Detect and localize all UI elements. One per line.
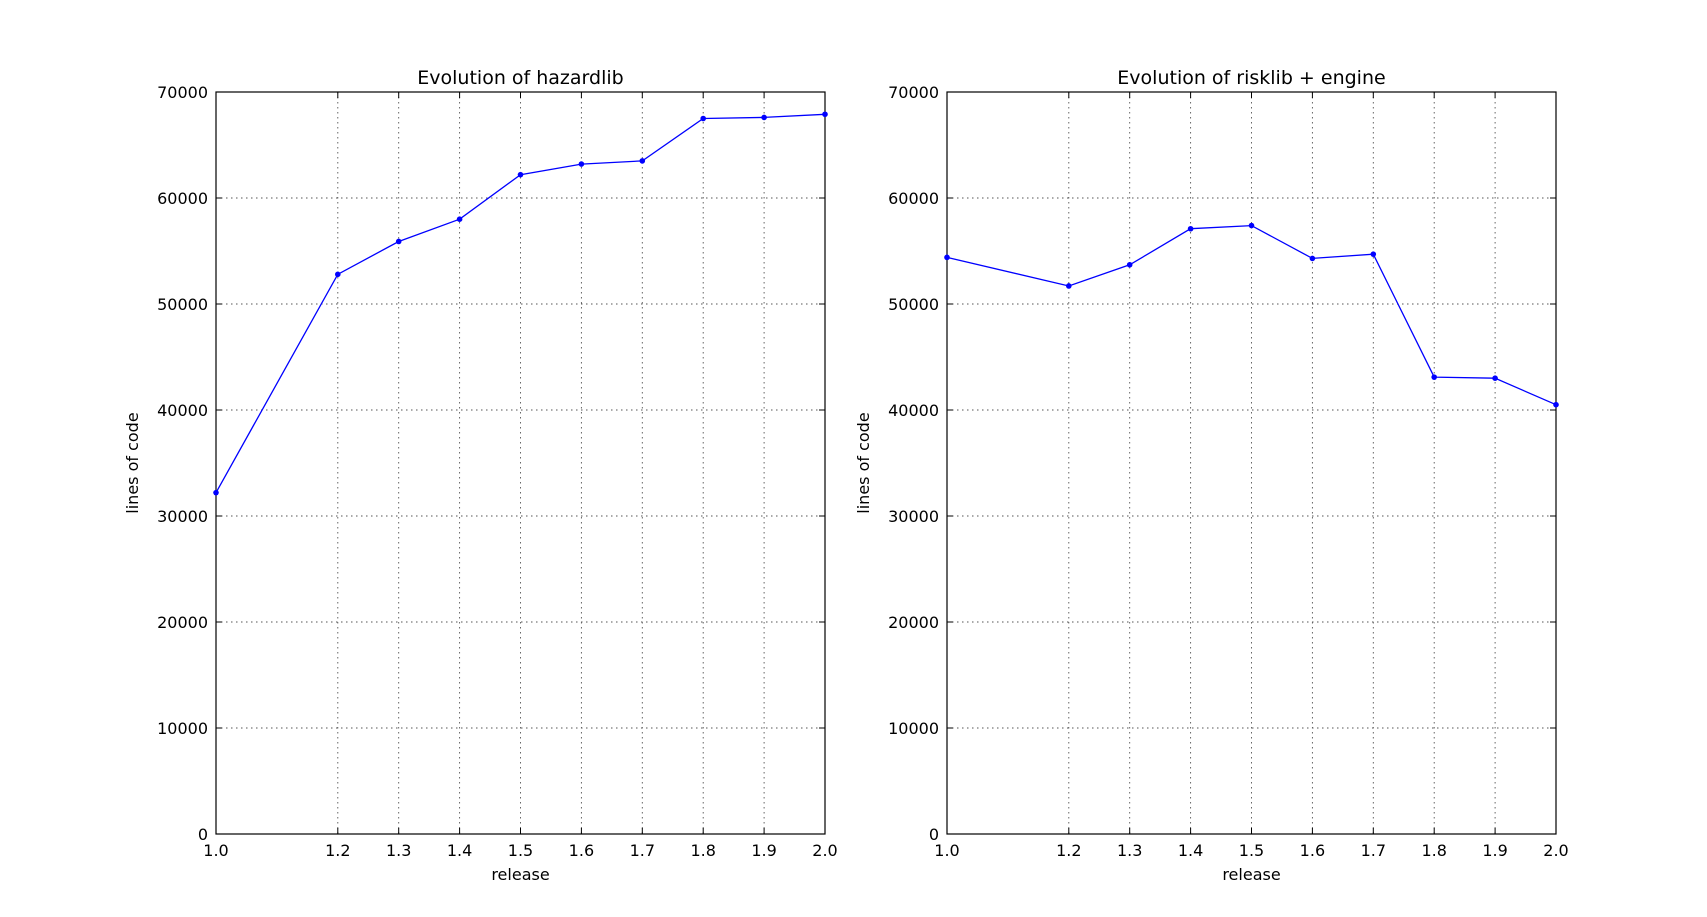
y-tick-label: 70000 — [888, 83, 939, 102]
series-line — [215, 113, 826, 494]
data-point — [395, 238, 402, 245]
x-tick-label: 1.9 — [751, 841, 776, 860]
panel-risklib-engine: Evolution of risklib + engine release li… — [854, 67, 1569, 884]
y-tick-label: 40000 — [888, 401, 939, 420]
data-point — [213, 489, 219, 496]
y-tick-label: 50000 — [157, 295, 208, 314]
y-axis-label: lines of code — [123, 412, 142, 513]
data-point — [1492, 375, 1498, 382]
y-tick-label: 70000 — [157, 83, 208, 102]
x-tick-label: 1.9 — [1482, 841, 1507, 860]
data-point — [944, 254, 950, 261]
grid-lines — [216, 92, 825, 834]
data-point — [761, 114, 767, 121]
x-axis-label: release — [491, 865, 549, 884]
y-tick-label: 0 — [198, 825, 208, 844]
x-tick-label: 2.0 — [1543, 841, 1568, 860]
x-tick-label: 2.0 — [812, 841, 837, 860]
x-tick-label: 1.7 — [630, 841, 655, 860]
x-tick-label: 1.0 — [934, 841, 959, 860]
data-point — [335, 271, 341, 278]
y-tick-label: 20000 — [888, 613, 939, 632]
data-point — [639, 158, 646, 164]
y-tick-label: 30000 — [157, 507, 208, 526]
y-tick-label: 10000 — [888, 719, 939, 738]
x-tick-label: 1.3 — [1117, 841, 1142, 860]
y-tick-label: 60000 — [888, 189, 939, 208]
x-tick-label: 1.4 — [447, 841, 472, 860]
x-tick-label: 1.2 — [1056, 841, 1081, 860]
data-point — [1248, 222, 1255, 229]
chart-title: Evolution of hazardlib — [417, 67, 623, 89]
data-point — [1187, 225, 1194, 232]
plot-frame — [946, 91, 1557, 835]
x-tick-label: 1.6 — [569, 841, 594, 860]
x-tick-label: 1.0 — [203, 841, 228, 860]
data-point — [1309, 255, 1316, 262]
x-tick-label: 1.4 — [1178, 841, 1203, 860]
series-line — [946, 224, 1557, 406]
data-point — [578, 161, 585, 167]
data-point — [822, 111, 828, 118]
y-axis-label: lines of code — [854, 412, 873, 513]
y-tick-label: 20000 — [157, 613, 208, 632]
plot-frame — [215, 91, 826, 835]
x-tick-label: 1.3 — [386, 841, 411, 860]
data-point — [1370, 251, 1377, 257]
y-tick-label: 40000 — [157, 401, 208, 420]
data-point — [1126, 261, 1133, 268]
y-tick-label: 0 — [929, 825, 939, 844]
chart-title: Evolution of risklib + engine — [1117, 67, 1385, 89]
x-tick-label: 1.6 — [1300, 841, 1325, 860]
data-point — [700, 115, 706, 122]
data-point — [1066, 283, 1072, 289]
x-tick-label: 1.2 — [325, 841, 350, 860]
y-tick-label: 10000 — [157, 719, 208, 738]
x-tick-label: 1.8 — [1421, 841, 1446, 860]
x-tick-label: 1.5 — [508, 841, 533, 860]
data-point — [1553, 401, 1559, 408]
x-axis-label: release — [1222, 865, 1280, 884]
y-tick-label: 60000 — [157, 189, 208, 208]
panel-hazardlib: Evolution of hazardlib release lines of … — [123, 67, 838, 884]
y-tick-label: 30000 — [888, 507, 939, 526]
x-tick-label: 1.5 — [1239, 841, 1264, 860]
data-point — [517, 171, 524, 178]
x-tick-label: 1.8 — [690, 841, 715, 860]
grid-lines — [947, 92, 1556, 834]
data-point — [1431, 374, 1437, 380]
data-point — [456, 216, 463, 222]
x-tick-label: 1.7 — [1361, 841, 1386, 860]
y-tick-label: 50000 — [888, 295, 939, 314]
